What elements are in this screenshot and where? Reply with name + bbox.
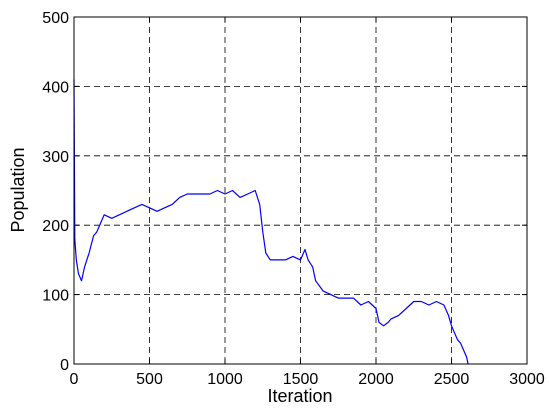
y-tick-label: 200 <box>42 218 69 235</box>
series-layer <box>73 79 469 365</box>
y-tick-label: 0 <box>60 357 69 374</box>
x-tick-label: 2500 <box>434 371 470 388</box>
tick-labels: 0 500 1000 1500 2000 2500 3000 0 100 200 300 400 500 <box>42 10 545 388</box>
x-tick-label: 3000 <box>509 371 545 388</box>
x-tick-label: 2000 <box>358 371 394 388</box>
y-tick-label: 300 <box>42 149 69 166</box>
x-tick-label: 1000 <box>207 371 243 388</box>
series-line <box>73 79 469 365</box>
x-tick-label: 500 <box>136 371 163 388</box>
y-tick-label: 500 <box>42 10 69 27</box>
grid <box>74 17 527 364</box>
x-axis-label: Iteration <box>267 386 332 406</box>
x-tick-label: 0 <box>70 371 79 388</box>
x-tick-label: 1500 <box>283 371 319 388</box>
y-tick-label: 400 <box>42 79 69 96</box>
y-tick-label: 100 <box>42 288 69 305</box>
plot-border <box>73 16 528 365</box>
y-axis-label: Population <box>8 147 28 232</box>
